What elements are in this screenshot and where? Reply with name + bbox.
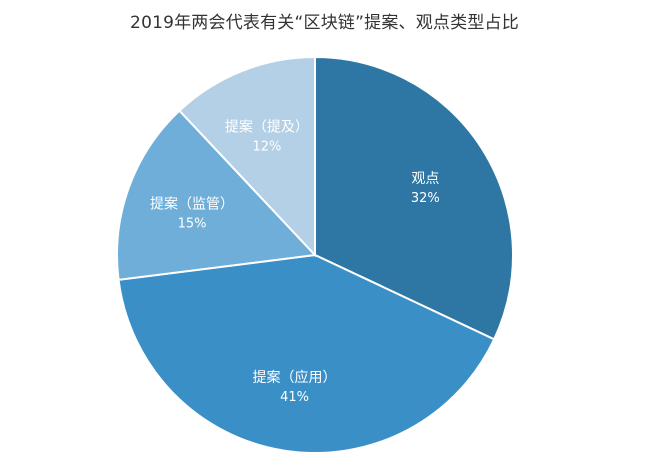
pie-slice-proposal-regulation <box>116 109 318 281</box>
slice-value-proposal-mention: 12% <box>252 139 281 154</box>
slice-label-proposal-application: 提案（应用） <box>253 369 337 386</box>
slice-label-proposal-mention: 提案（提及） <box>225 118 309 135</box>
pie-slice-proposal-mention <box>178 55 316 258</box>
slice-value-proposal-application: 41% <box>280 390 309 405</box>
slice-label-observation: 观点 <box>411 171 439 187</box>
slice-value-observation: 32% <box>411 191 440 206</box>
pie-slices <box>116 55 514 454</box>
slice-label-proposal-regulation: 提案（监管） <box>150 196 234 213</box>
pie-slice-proposal-application <box>117 253 496 454</box>
chart-title: 2019年两会代表有关“区块链”提案、观点类型占比 <box>130 13 519 33</box>
pie-labels: 观点 32% 提案（应用） 41% 提案（监管） 15% 提案（提及） 12% <box>150 118 440 405</box>
pie-slice-observation <box>314 55 514 341</box>
slice-value-proposal-regulation: 15% <box>178 217 207 232</box>
